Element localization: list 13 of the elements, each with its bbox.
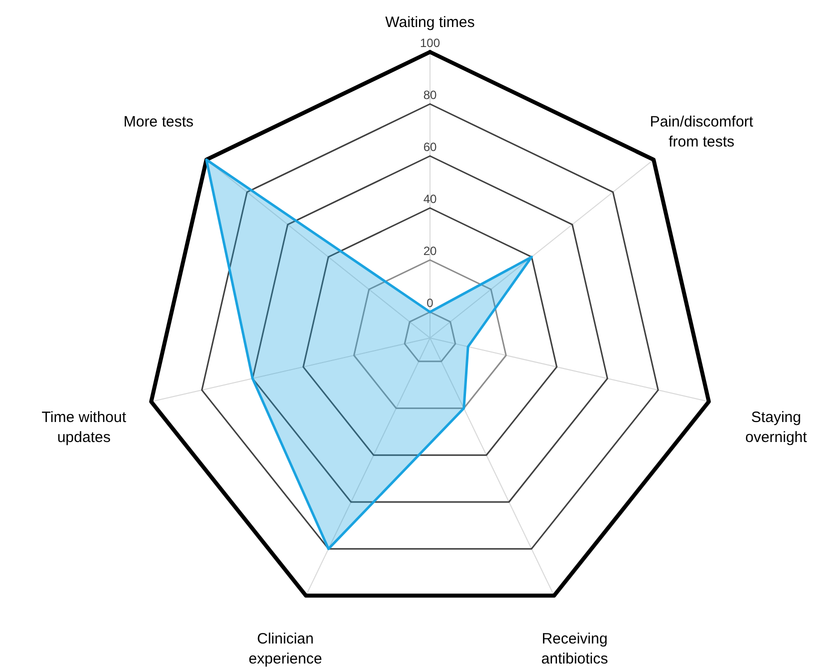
y-tick-label: 0 [426,296,434,310]
y-tick-label: 100 [420,36,440,50]
spoke-label: More tests [123,113,194,130]
spoke-label: Waiting times [385,14,475,31]
spoke-label: Receiving antibiotics [541,630,608,668]
spoke-label: Clinician experience [248,630,322,668]
spoke-label: Staying overnight [745,408,808,446]
y-tick-label: 40 [423,192,437,206]
y-tick-label: 80 [423,88,437,102]
spoke-label: Pain/discomfort from tests [650,113,754,150]
spoke-label: Time without updates [42,408,127,446]
y-tick-label: 20 [423,244,437,258]
y-tick-label: 60 [423,140,437,154]
